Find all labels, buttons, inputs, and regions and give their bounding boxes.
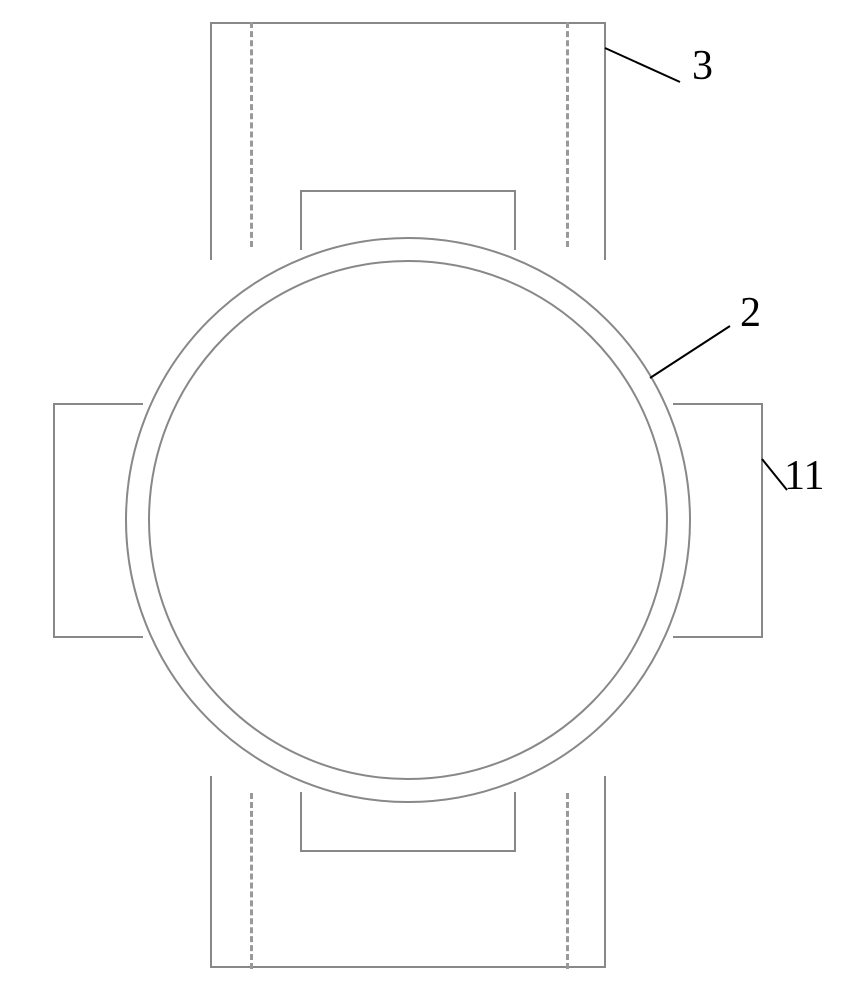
inner-circle [148,260,668,780]
callout-2-line [650,326,730,378]
callout-3-line [605,48,680,82]
dashed-top-left [250,22,253,247]
callout-11-label: 11 [784,452,824,500]
callout-2-label: 2 [740,289,761,337]
dashed-top-right [566,22,569,247]
dashed-bottom-left [250,793,253,969]
callout-3-label: 3 [692,42,713,90]
diagram-canvas: 3 2 11 [0,0,851,1000]
dashed-bottom-right [566,793,569,969]
